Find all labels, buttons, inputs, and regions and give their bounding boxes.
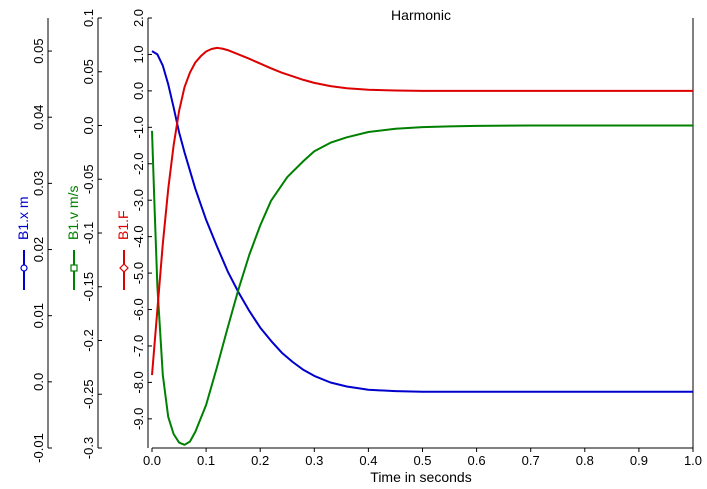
y-tick-label-v: 0.1 [81, 9, 96, 27]
y-tick-label-F: -8.0 [131, 371, 146, 393]
y-tick-label-x: -0.01 [31, 433, 46, 463]
axis-legend-v: B1.v m/s [65, 186, 81, 290]
x-tick-label: 1.0 [684, 453, 702, 468]
x-tick-label: 0.8 [576, 453, 594, 468]
x-tick-label: 0.0 [143, 453, 161, 468]
y-tick-label-F: 1.0 [131, 45, 146, 63]
x-axis-title: Time in seconds [370, 469, 471, 485]
axis-legend-F: B1.F [115, 210, 131, 290]
y-tick-label-F: -5.0 [131, 262, 146, 284]
x-tick-label: 0.3 [305, 453, 323, 468]
legend-marker-v [70, 264, 78, 272]
series-line-x [151, 50, 693, 393]
x-tick-label: 0.5 [413, 453, 431, 468]
y-tick-label-v: -0.25 [81, 379, 96, 409]
y-tick-label-x: 0.04 [31, 105, 46, 130]
axis-label-F: B1.F [115, 210, 131, 240]
axis-legend-x: B1.x m [15, 196, 31, 290]
y-tick-label-v: -0.05 [81, 164, 96, 194]
axis-label-v: B1.v m/s [65, 186, 81, 240]
y-tick-label-v: 0.0 [81, 116, 96, 134]
x-tick-label: 0.6 [468, 453, 486, 468]
y-tick-label-F: -7.0 [131, 335, 146, 357]
y-tick-label-x: 0.03 [31, 171, 46, 196]
y-tick-label-x: 0.0 [31, 373, 46, 391]
y-tick-label-v: -0.15 [81, 272, 96, 302]
y-tick-label-v: -0.3 [81, 437, 96, 459]
y-tick-label-F: -1.0 [131, 116, 146, 138]
axis-label-x: B1.x m [15, 196, 31, 240]
y-tick-label-v: -0.2 [81, 329, 96, 351]
series-line-F [151, 46, 693, 376]
legend-marker-F [119, 263, 129, 273]
y-tick-label-F: -2.0 [131, 153, 146, 175]
x-tick-label: 0.1 [197, 453, 215, 468]
series-line-v [151, 124, 693, 446]
x-tick-label: 0.7 [522, 453, 540, 468]
x-tick-label: 0.2 [251, 453, 269, 468]
y-tick-label-v: -0.1 [81, 222, 96, 244]
y-tick-label-F: -9.0 [131, 408, 146, 430]
y-tick-label-x: 0.05 [31, 38, 46, 63]
y-tick-label-F: -6.0 [131, 298, 146, 320]
y-tick-label-F: 0.0 [131, 82, 146, 100]
y-tick-label-F: -3.0 [131, 189, 146, 211]
y-tick-label-F: -4.0 [131, 225, 146, 247]
chart-title: Harmonic [391, 7, 451, 23]
y-tick-label-x: 0.01 [31, 303, 46, 328]
x-tick-label: 0.4 [359, 453, 377, 468]
x-tick-label: 0.9 [630, 453, 648, 468]
legend-marker-x [20, 264, 28, 272]
y-tick-label-v: 0.05 [81, 59, 96, 84]
y-tick-label-F: 2.0 [131, 9, 146, 27]
y-tick-label-x: 0.02 [31, 237, 46, 262]
plot-area: 0.0 0.1 0.2 0.3 0.4 0.5 0.6 0.7 0.8 0.9 1.0 -0.01 0.… [15, 9, 702, 468]
